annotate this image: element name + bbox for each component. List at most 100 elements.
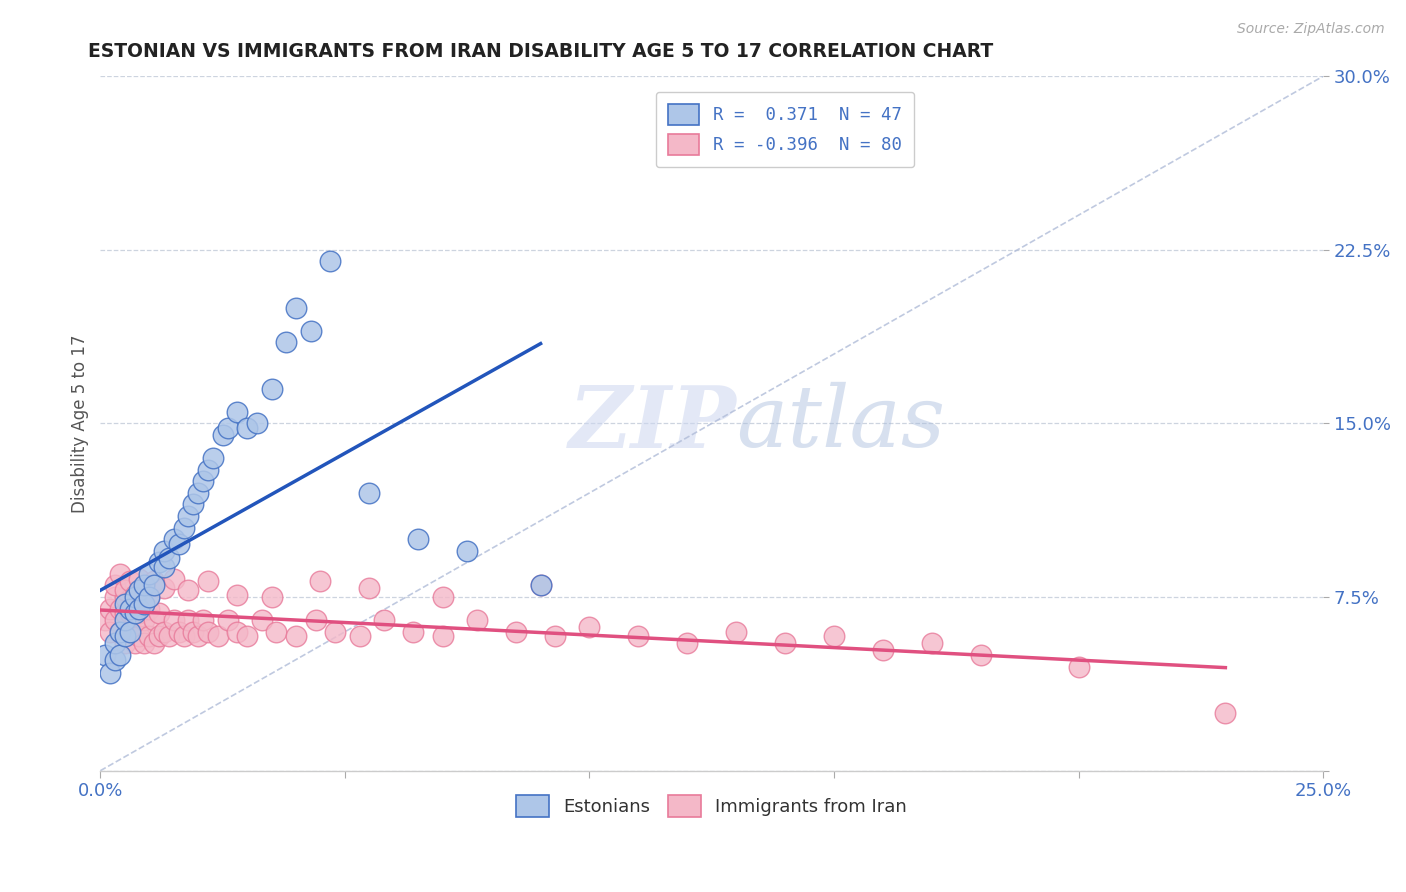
Point [138, 590, 160, 604]
Point [134, 636, 156, 650]
Point [349, 629, 371, 643]
Point [187, 629, 209, 643]
Point [98, 666, 121, 681]
Point [143, 636, 166, 650]
Point [173, 629, 195, 643]
Point [529, 578, 551, 592]
Point [285, 629, 308, 643]
Point [304, 613, 326, 627]
Point [134, 581, 156, 595]
Text: atlas: atlas [737, 382, 945, 465]
Point [134, 613, 156, 627]
Point [143, 574, 166, 588]
Point [124, 590, 146, 604]
Point [138, 601, 160, 615]
Point [676, 636, 699, 650]
Point [921, 636, 943, 650]
Point [163, 613, 186, 627]
Point [118, 624, 141, 639]
Point [128, 607, 150, 621]
Point [148, 607, 170, 621]
Point [153, 581, 176, 595]
Point [114, 613, 136, 627]
Point [104, 590, 127, 604]
Point [98, 624, 121, 639]
Point [124, 613, 146, 627]
Point [124, 636, 146, 650]
Point [276, 335, 298, 350]
Point [128, 572, 150, 586]
Point [432, 629, 454, 643]
Text: ZIP: ZIP [568, 382, 737, 466]
Point [134, 597, 156, 611]
Point [323, 624, 346, 639]
Point [191, 475, 214, 489]
Point [236, 629, 259, 643]
Point [319, 254, 342, 268]
Point [138, 566, 160, 581]
Point [191, 613, 214, 627]
Point [157, 629, 180, 643]
Point [197, 463, 219, 477]
Point [402, 624, 425, 639]
Point [167, 537, 190, 551]
Point [197, 574, 219, 588]
Point [104, 578, 127, 592]
Text: Source: ZipAtlas.com: Source: ZipAtlas.com [1237, 22, 1385, 37]
Point [181, 498, 204, 512]
Point [408, 532, 430, 546]
Point [143, 578, 166, 592]
Point [108, 624, 131, 639]
Point [373, 613, 395, 627]
Point [94, 648, 117, 662]
Point [104, 652, 127, 666]
Point [177, 509, 200, 524]
Point [128, 601, 150, 615]
Point [104, 613, 127, 627]
Point [456, 543, 478, 558]
Point [201, 451, 224, 466]
Point [299, 324, 322, 338]
Point [226, 624, 249, 639]
Point [970, 648, 993, 662]
Point [465, 613, 488, 627]
Point [197, 624, 219, 639]
Point [118, 624, 141, 639]
Point [725, 624, 748, 639]
Point [114, 636, 136, 650]
Point [217, 613, 239, 627]
Point [217, 421, 239, 435]
Point [104, 636, 127, 650]
Point [187, 486, 209, 500]
Point [163, 572, 186, 586]
Point [359, 486, 381, 500]
Y-axis label: Disability Age 5 to 17: Disability Age 5 to 17 [72, 334, 89, 513]
Point [94, 613, 117, 627]
Point [207, 629, 229, 643]
Point [226, 588, 249, 602]
Point [148, 629, 170, 643]
Point [627, 629, 650, 643]
Point [285, 301, 308, 315]
Point [153, 543, 176, 558]
Point [177, 583, 200, 598]
Point [823, 629, 845, 643]
Point [432, 590, 454, 604]
Point [177, 613, 200, 627]
Point [236, 421, 259, 435]
Point [163, 532, 186, 546]
Point [181, 624, 204, 639]
Point [246, 417, 269, 431]
Point [108, 624, 131, 639]
Point [138, 629, 160, 643]
Point [266, 624, 288, 639]
Point [118, 607, 141, 621]
Point [1067, 659, 1090, 673]
Text: ESTONIAN VS IMMIGRANTS FROM IRAN DISABILITY AGE 5 TO 17 CORRELATION CHART: ESTONIAN VS IMMIGRANTS FROM IRAN DISABIL… [89, 42, 994, 61]
Point [148, 555, 170, 569]
Point [260, 590, 283, 604]
Point [108, 648, 131, 662]
Point [134, 578, 156, 592]
Point [143, 613, 166, 627]
Point [118, 601, 141, 615]
